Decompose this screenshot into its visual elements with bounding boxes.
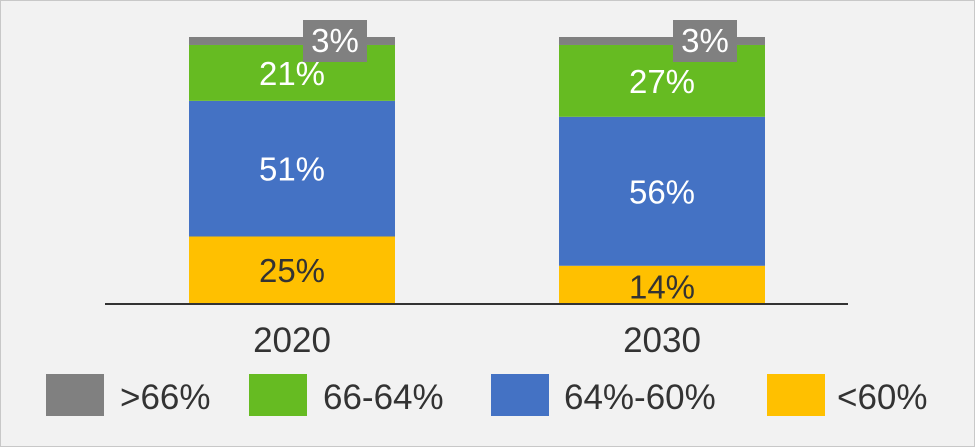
legend-swatch-60	[767, 374, 825, 416]
bar-2030-66	[559, 37, 765, 45]
data-label-box-2020-66	[303, 20, 367, 62]
data-label-2030-66: 3%	[681, 22, 729, 59]
data-label-box-2030-66	[673, 20, 737, 62]
bar-2030-60	[559, 265, 765, 303]
data-label-2030-60: 14%	[629, 268, 695, 305]
data-label-2020-60: 25%	[259, 252, 325, 289]
legend-label-64-60: 64%-60%	[564, 378, 716, 417]
legend-swatch-66	[46, 374, 104, 416]
legend-swatch-64-60	[491, 374, 549, 416]
data-label-2030-64-60: 56%	[629, 173, 695, 210]
bar-2020-60	[189, 236, 395, 303]
data-label-2030-66-64: 27%	[629, 63, 695, 100]
bar-2030-64-60	[559, 116, 765, 266]
data-label-2020-66: 3%	[311, 22, 359, 59]
legend-swatch-66-64	[249, 374, 307, 416]
bar-2020-66	[189, 37, 395, 45]
legend-label-66-64: 66-64%	[323, 378, 444, 417]
bar-2020-64-60	[189, 100, 395, 237]
x-tick-label-2030: 2030	[623, 321, 701, 360]
legend-label-60: <60%	[837, 378, 928, 417]
data-label-2020-64-60: 51%	[259, 151, 325, 188]
legend-label-66: >66%	[120, 378, 211, 417]
x-tick-label-2020: 2020	[253, 321, 331, 360]
